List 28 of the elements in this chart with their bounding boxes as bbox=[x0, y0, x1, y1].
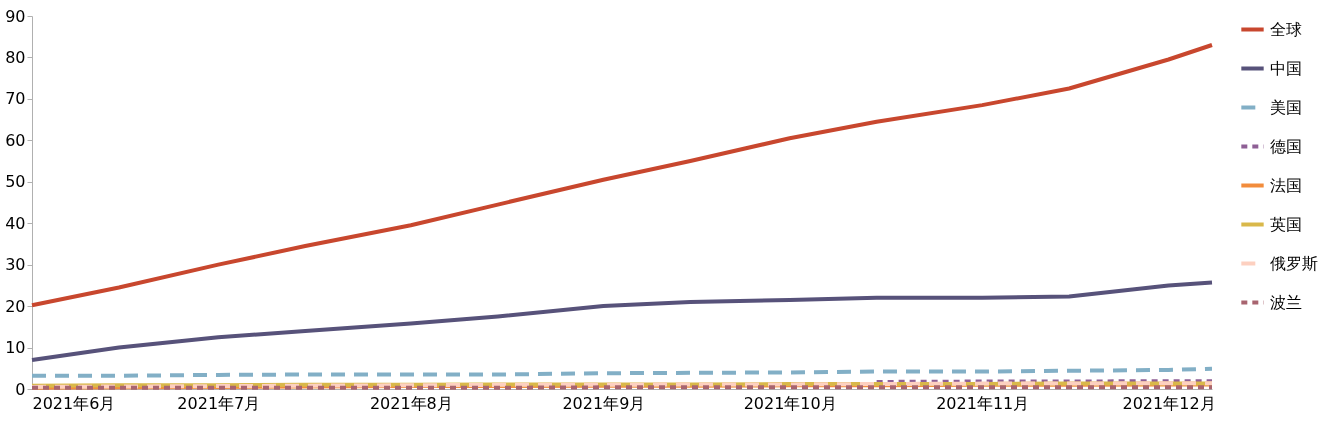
legend-label: 法国 bbox=[1270, 175, 1302, 195]
y-tick-label: 50 bbox=[5, 172, 26, 192]
legend-label: 中国 bbox=[1270, 58, 1302, 78]
y-tick-label: 10 bbox=[5, 338, 26, 358]
line-series bbox=[30, 366, 1214, 378]
y-tick-label: 80 bbox=[5, 47, 26, 67]
x-tick-label: 2021年11月 bbox=[936, 393, 1030, 413]
legend-label: 全球 bbox=[1270, 19, 1302, 39]
y-tick-label: 90 bbox=[5, 6, 26, 26]
legend-label: 美国 bbox=[1270, 97, 1302, 117]
x-tick-label: 2021年8月 bbox=[369, 393, 453, 413]
line-series bbox=[30, 43, 1214, 308]
x-tick-label: 2021年7月 bbox=[177, 393, 261, 413]
legend-label: 俄罗斯 bbox=[1270, 253, 1318, 273]
line-series bbox=[30, 280, 1214, 362]
legend-label: 德国 bbox=[1270, 136, 1302, 156]
y-tick-label: 20 bbox=[5, 296, 26, 316]
x-tick-label: 2021年6月 bbox=[32, 393, 116, 413]
y-tick-label: 60 bbox=[5, 130, 26, 150]
y-tick-label: 40 bbox=[5, 213, 26, 233]
y-tick-label: 30 bbox=[5, 255, 26, 275]
legend-label: 波兰 bbox=[1270, 292, 1302, 312]
y-tick-label: 70 bbox=[5, 89, 26, 109]
x-tick-label: 2021年12月 bbox=[1122, 393, 1216, 413]
legend-label: 英国 bbox=[1270, 214, 1302, 234]
x-tick-label: 2021年9月 bbox=[562, 393, 646, 413]
x-tick-label: 2021年10月 bbox=[743, 393, 837, 413]
y-tick-label: 0 bbox=[15, 379, 26, 399]
